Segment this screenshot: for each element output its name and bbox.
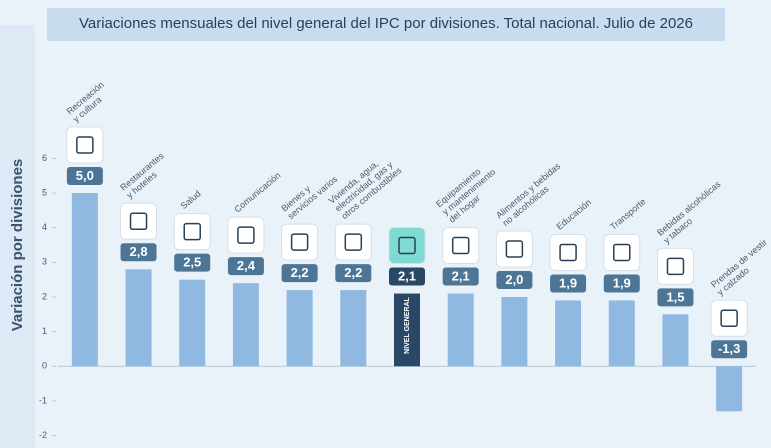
icon bbox=[549, 233, 587, 271]
value-label-box bbox=[550, 274, 587, 293]
value-label-box bbox=[442, 267, 479, 286]
icon-glyph bbox=[237, 226, 255, 244]
y-tick-label: 6 bbox=[42, 153, 47, 163]
value-label: 2,2 bbox=[344, 265, 362, 280]
icon-glyph bbox=[129, 212, 148, 231]
value-label-box bbox=[174, 253, 211, 272]
value-label-box bbox=[227, 257, 264, 276]
icon bbox=[710, 299, 748, 337]
value-label: 2,1 bbox=[452, 268, 470, 283]
value-label: 2,2 bbox=[291, 265, 309, 280]
y-axis-label: Variación por divisiones bbox=[9, 159, 26, 332]
value-label-box bbox=[711, 340, 748, 359]
bar bbox=[286, 290, 313, 367]
y-tick-label: 3 bbox=[42, 257, 47, 267]
icon bbox=[334, 223, 372, 261]
bar bbox=[447, 293, 474, 367]
value-label: -1,3 bbox=[718, 341, 740, 356]
bar bbox=[179, 279, 206, 367]
value-label: 2,0 bbox=[505, 272, 523, 287]
value-label: 2,8 bbox=[129, 244, 147, 259]
icon-glyph bbox=[613, 243, 631, 262]
chart-title: Variaciones mensuales del nivel general … bbox=[79, 15, 693, 32]
icon bbox=[66, 126, 104, 164]
icon-glyph bbox=[398, 236, 416, 255]
icon-glyph bbox=[344, 233, 363, 251]
value-label-box bbox=[120, 243, 157, 262]
value-label: 1,9 bbox=[559, 275, 577, 290]
value-label: 1,9 bbox=[613, 275, 631, 290]
icon bbox=[281, 223, 319, 261]
bar bbox=[394, 293, 420, 367]
x-tick-label: NIVEL GENERAL bbox=[404, 296, 411, 353]
icon-glyph bbox=[183, 222, 201, 241]
title-box bbox=[47, 8, 725, 41]
value-label-box bbox=[335, 264, 372, 283]
bar bbox=[555, 300, 582, 367]
value-label-box bbox=[281, 264, 318, 283]
icon-glyph bbox=[559, 243, 577, 262]
y-tick-label: 5 bbox=[42, 187, 47, 197]
value-label-box bbox=[66, 167, 103, 186]
icon bbox=[442, 227, 480, 265]
y-tick-label: 1 bbox=[42, 326, 47, 336]
value-label: 2,4 bbox=[237, 258, 256, 273]
value-label-box bbox=[496, 271, 533, 289]
bar bbox=[232, 283, 259, 367]
icon bbox=[227, 216, 265, 254]
icon bbox=[656, 247, 694, 285]
value-label: 2,5 bbox=[183, 255, 201, 270]
bar bbox=[608, 300, 635, 367]
icon bbox=[495, 230, 533, 268]
icon-glyph bbox=[666, 257, 685, 276]
value-label-box bbox=[603, 274, 640, 293]
icon bbox=[173, 213, 211, 251]
y-tick-label: 0 bbox=[42, 361, 47, 371]
icon-glyph bbox=[505, 240, 524, 258]
value-label-box bbox=[389, 267, 425, 286]
y-tick-label: -1 bbox=[39, 395, 47, 405]
axis-panel bbox=[0, 25, 35, 448]
icon-glyph bbox=[720, 309, 738, 328]
value-label-box bbox=[657, 288, 694, 307]
icon-glyph bbox=[76, 136, 94, 154]
bar bbox=[340, 290, 367, 367]
y-tick-label: 4 bbox=[42, 222, 47, 232]
bar bbox=[125, 269, 152, 367]
y-tick-label: -2 bbox=[39, 430, 47, 440]
icon-glyph bbox=[290, 233, 309, 251]
icon bbox=[388, 227, 426, 265]
icon bbox=[120, 202, 158, 240]
value-label: 5,0 bbox=[76, 168, 94, 183]
bar bbox=[71, 193, 98, 367]
icon bbox=[603, 233, 641, 271]
bar bbox=[501, 297, 528, 367]
value-label: 2,1 bbox=[398, 268, 416, 283]
bar bbox=[662, 314, 689, 367]
bar bbox=[716, 366, 743, 412]
y-tick-label: 2 bbox=[42, 291, 47, 301]
value-label: 1,5 bbox=[666, 289, 684, 304]
icon-glyph bbox=[451, 236, 470, 255]
